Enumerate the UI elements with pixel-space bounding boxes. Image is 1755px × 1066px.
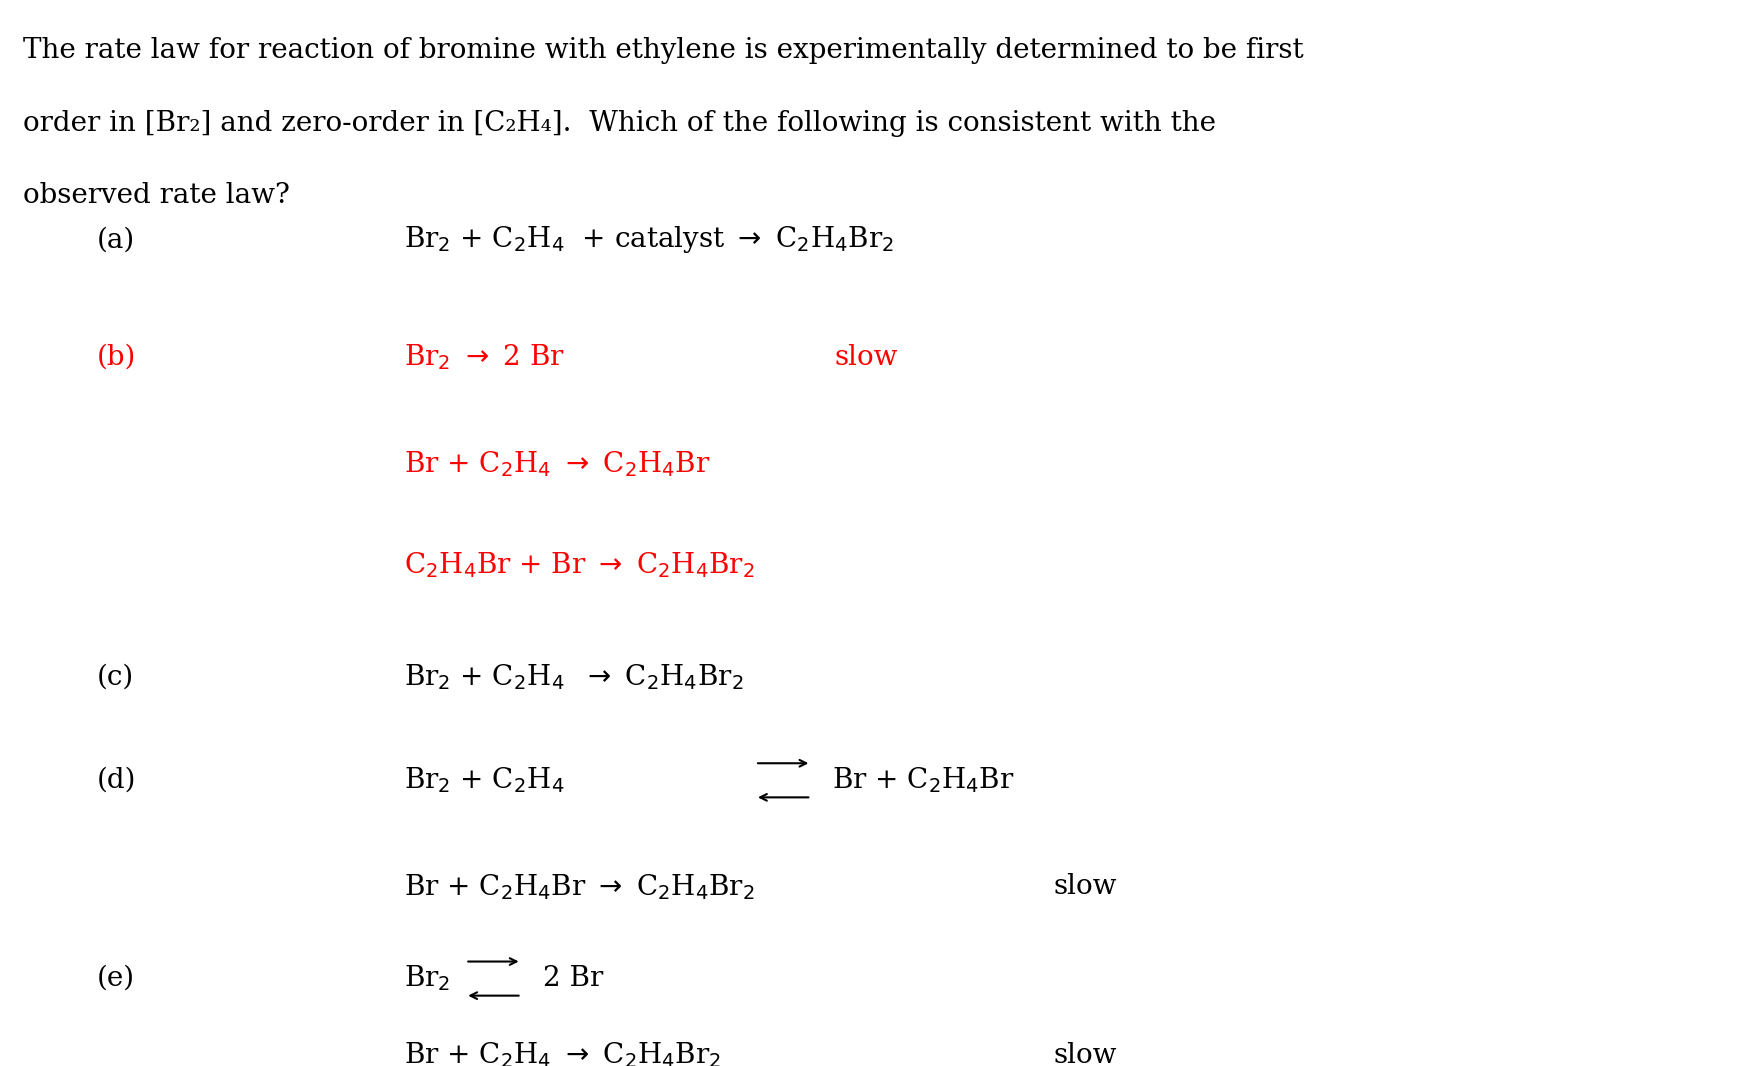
Text: Br + C$_2$H$_4$Br: Br + C$_2$H$_4$Br (832, 765, 1014, 795)
Text: Br$_2$ + C$_2$H$_4$  + catalyst $\rightarrow$ C$_2$H$_4$Br$_2$: Br$_2$ + C$_2$H$_4$ + catalyst $\rightar… (404, 224, 893, 256)
Text: (d): (d) (97, 766, 135, 794)
Text: Br$_2$ $\rightarrow$ 2 Br: Br$_2$ $\rightarrow$ 2 Br (404, 342, 565, 372)
Text: (e): (e) (97, 965, 135, 992)
Text: The rate law for reaction of bromine with ethylene is experimentally determined : The rate law for reaction of bromine wit… (23, 37, 1302, 64)
Text: order in [Br₂] and zero-order in [C₂H₄].  Which of the following is consistent w: order in [Br₂] and zero-order in [C₂H₄].… (23, 110, 1214, 136)
Text: Br + C$_2$H$_4$Br $\rightarrow$ C$_2$H$_4$Br$_2$: Br + C$_2$H$_4$Br $\rightarrow$ C$_2$H$_… (404, 872, 755, 902)
Text: Br$_2$ + C$_2$H$_4$  $\rightarrow$ C$_2$H$_4$Br$_2$: Br$_2$ + C$_2$H$_4$ $\rightarrow$ C$_2$H… (404, 662, 742, 692)
Text: C$_2$H$_4$Br + Br $\rightarrow$ C$_2$H$_4$Br$_2$: C$_2$H$_4$Br + Br $\rightarrow$ C$_2$H$_… (404, 550, 755, 580)
Text: Br + C$_2$H$_4$ $\rightarrow$ C$_2$H$_4$Br: Br + C$_2$H$_4$ $\rightarrow$ C$_2$H$_4$… (404, 449, 711, 479)
Text: Br$_2$: Br$_2$ (404, 964, 449, 994)
Text: 2 Br: 2 Br (542, 965, 602, 992)
Text: (a): (a) (97, 226, 135, 254)
Text: (b): (b) (97, 343, 135, 371)
Text: observed rate law?: observed rate law? (23, 182, 290, 209)
Text: (c): (c) (97, 663, 133, 691)
Text: slow: slow (834, 343, 897, 371)
Text: slow: slow (1053, 1041, 1116, 1066)
Text: slow: slow (1053, 873, 1116, 901)
Text: Br$_2$ + C$_2$H$_4$: Br$_2$ + C$_2$H$_4$ (404, 765, 563, 795)
Text: Br + C$_2$H$_4$ $\rightarrow$ C$_2$H$_4$Br$_2$: Br + C$_2$H$_4$ $\rightarrow$ C$_2$H$_4$… (404, 1040, 721, 1066)
